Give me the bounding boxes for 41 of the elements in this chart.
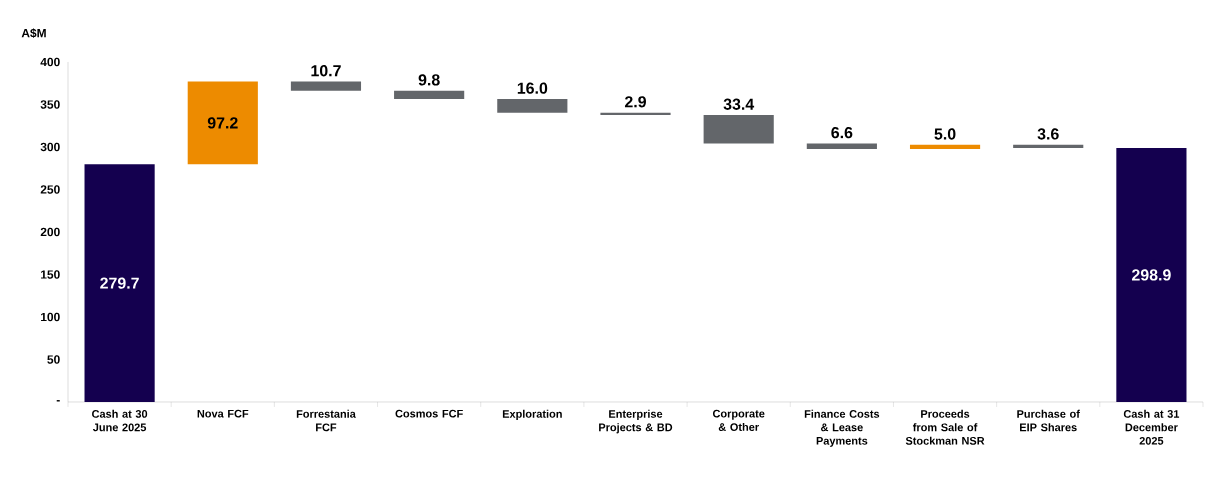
y-tick-label: 350	[40, 100, 60, 109]
x-tick-label: Proceeds from Sale of Stockman NSR	[905, 409, 985, 445]
bar	[703, 115, 774, 144]
x-tick-label: Nova FCF	[197, 409, 249, 418]
data-label: 16.0	[517, 82, 548, 94]
bar	[1013, 144, 1084, 148]
x-tick-label: Cash at 31 December 2025	[1123, 409, 1180, 445]
bar	[394, 90, 465, 100]
x-tick-label: Purchase of EIP Shares	[1017, 409, 1080, 432]
x-tick-label: Enterprise Projects & BD	[599, 409, 673, 434]
x-tick-label: Cosmos FCF	[395, 409, 463, 418]
data-label: 10.7	[311, 65, 341, 77]
x-tick-label: Finance Costs & Lease Payments	[804, 409, 880, 447]
bar	[187, 81, 258, 165]
y-tick-label: 400	[40, 57, 60, 67]
y-tick-label: 150	[41, 270, 60, 279]
x-tick-label: Corporate & Other	[712, 409, 765, 431]
y-tick-label: 50	[47, 355, 60, 364]
y-tick-label: 200	[40, 227, 60, 237]
data-label: 2.9	[624, 96, 646, 108]
bar	[1116, 147, 1187, 402]
y-tick-label: -	[56, 400, 60, 402]
bar	[497, 99, 568, 113]
data-label: 97.2	[207, 117, 238, 129]
data-label: 9.8	[418, 74, 440, 86]
x-tick-label: Cash at 30 June 2025	[92, 409, 148, 432]
y-tick-label: 250	[40, 185, 60, 194]
data-label: 5.0	[934, 128, 956, 140]
x-tick-label: Exploration	[502, 409, 562, 420]
bar	[909, 144, 981, 150]
y-tick-label: 300	[40, 142, 60, 152]
data-label: 6.6	[831, 127, 853, 139]
data-label: 33.4	[723, 98, 755, 110]
data-label: 279.7	[100, 277, 139, 289]
bar	[290, 81, 362, 91]
y-axis-title: A$M	[21, 28, 46, 39]
y-tick-label: 100	[41, 312, 60, 322]
data-label: 298.9	[1132, 269, 1171, 281]
bar	[84, 164, 155, 402]
data-label: 3.6	[1037, 128, 1059, 140]
x-tick-label: Forrestania FCF	[296, 409, 356, 432]
